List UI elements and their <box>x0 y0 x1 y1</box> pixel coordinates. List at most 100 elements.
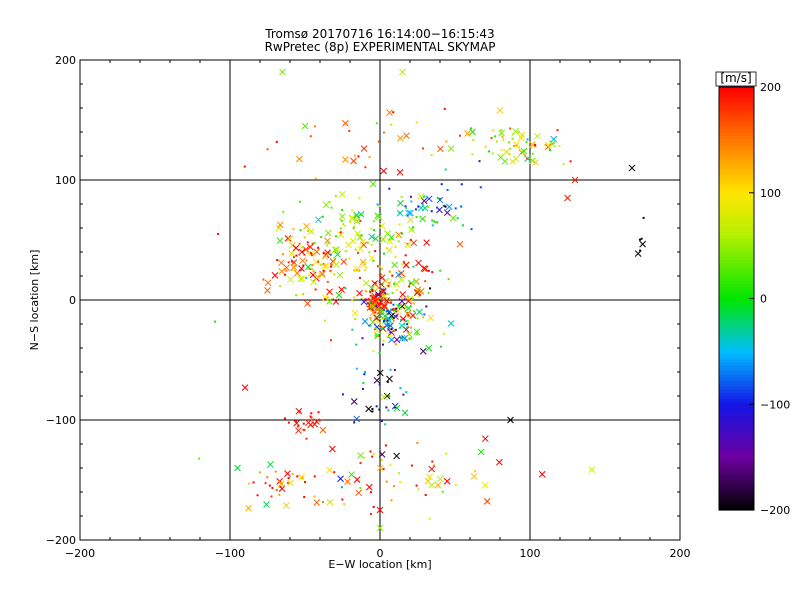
data-point <box>279 68 286 76</box>
data-point <box>401 296 404 299</box>
colorbar-strip <box>719 265 754 269</box>
data-point-stroke <box>529 157 536 165</box>
data-point <box>360 234 363 237</box>
colorbar-strip <box>719 322 754 327</box>
data-point <box>369 180 377 188</box>
colorbar-strip <box>719 159 754 164</box>
data-point <box>309 271 317 279</box>
data-point <box>296 475 299 478</box>
colorbar-strip <box>719 156 754 161</box>
data-point <box>494 135 497 138</box>
data-point <box>402 260 405 263</box>
data-point <box>406 323 409 326</box>
data-point <box>417 488 420 491</box>
data-point-stroke <box>398 322 406 330</box>
colorbar-strip <box>719 219 754 224</box>
data-point <box>359 461 362 464</box>
data-point <box>456 240 464 248</box>
data-point <box>417 204 425 212</box>
data-point <box>389 463 392 466</box>
data-point-stroke <box>427 314 435 322</box>
data-point <box>372 220 375 223</box>
data-point <box>408 315 411 318</box>
data-point <box>337 231 345 239</box>
data-point-stroke <box>277 259 285 267</box>
data-point-stroke <box>533 132 541 140</box>
data-point <box>405 297 412 305</box>
data-point-stroke <box>399 315 407 323</box>
data-point <box>419 215 426 223</box>
data-point <box>390 308 393 311</box>
data-point <box>279 284 282 287</box>
data-point <box>264 482 267 485</box>
data-point <box>305 276 308 279</box>
colorbar-strip <box>719 108 754 112</box>
colorbar-strip <box>719 244 754 248</box>
data-point <box>338 190 346 198</box>
data-point <box>376 369 384 377</box>
data-point-stroke <box>295 427 302 434</box>
data-point <box>353 269 356 272</box>
data-point <box>399 481 402 484</box>
data-point-stroke <box>313 499 321 506</box>
data-point <box>402 326 410 333</box>
data-point <box>320 235 323 238</box>
data-point <box>380 295 383 298</box>
data-point <box>333 256 336 259</box>
data-point <box>397 134 404 142</box>
data-point <box>414 208 417 211</box>
data-point <box>481 435 489 443</box>
data-point <box>266 476 269 479</box>
colorbar-strip <box>719 132 754 136</box>
data-point-stroke <box>362 279 370 287</box>
data-point <box>562 163 565 166</box>
colorbar-strip <box>719 349 754 354</box>
data-point <box>278 493 281 496</box>
colorbar-strip <box>719 271 754 275</box>
data-point <box>329 445 336 453</box>
data-point <box>365 266 368 269</box>
data-point <box>310 412 313 415</box>
data-point <box>321 262 328 270</box>
data-point <box>388 187 391 190</box>
data-point <box>314 288 317 291</box>
data-point-stroke <box>332 298 340 305</box>
data-point <box>313 248 321 256</box>
data-point-stroke <box>297 275 305 283</box>
colorbar-strip <box>719 334 754 339</box>
data-point <box>365 483 373 491</box>
data-point <box>381 300 384 303</box>
data-point-stroke <box>309 271 317 279</box>
data-point <box>322 501 325 504</box>
data-point <box>404 254 407 257</box>
data-point-stroke <box>405 297 412 305</box>
data-point-stroke <box>331 246 339 254</box>
data-point-stroke <box>634 250 642 257</box>
data-point <box>234 464 241 472</box>
data-point <box>496 458 503 466</box>
colorbar-strip <box>719 177 754 182</box>
data-point-stroke <box>290 264 298 271</box>
data-point <box>376 306 379 309</box>
data-point <box>338 286 345 294</box>
data-point <box>374 305 382 313</box>
colorbar-strip <box>719 174 754 179</box>
data-point <box>386 380 389 383</box>
data-point-stroke <box>337 231 345 239</box>
data-point <box>301 246 304 249</box>
data-point <box>431 271 434 274</box>
data-point <box>391 261 398 269</box>
data-point <box>326 288 333 296</box>
data-point <box>526 157 529 160</box>
data-point <box>403 132 410 140</box>
data-point-stroke <box>395 231 403 239</box>
data-point <box>564 194 571 202</box>
data-point <box>525 141 528 144</box>
colorbar-strip <box>719 198 754 203</box>
data-point <box>406 214 409 217</box>
data-point-stroke <box>353 476 361 483</box>
data-point <box>436 206 439 209</box>
data-point-stroke <box>342 156 349 163</box>
data-point <box>415 121 418 124</box>
data-point <box>275 224 283 232</box>
